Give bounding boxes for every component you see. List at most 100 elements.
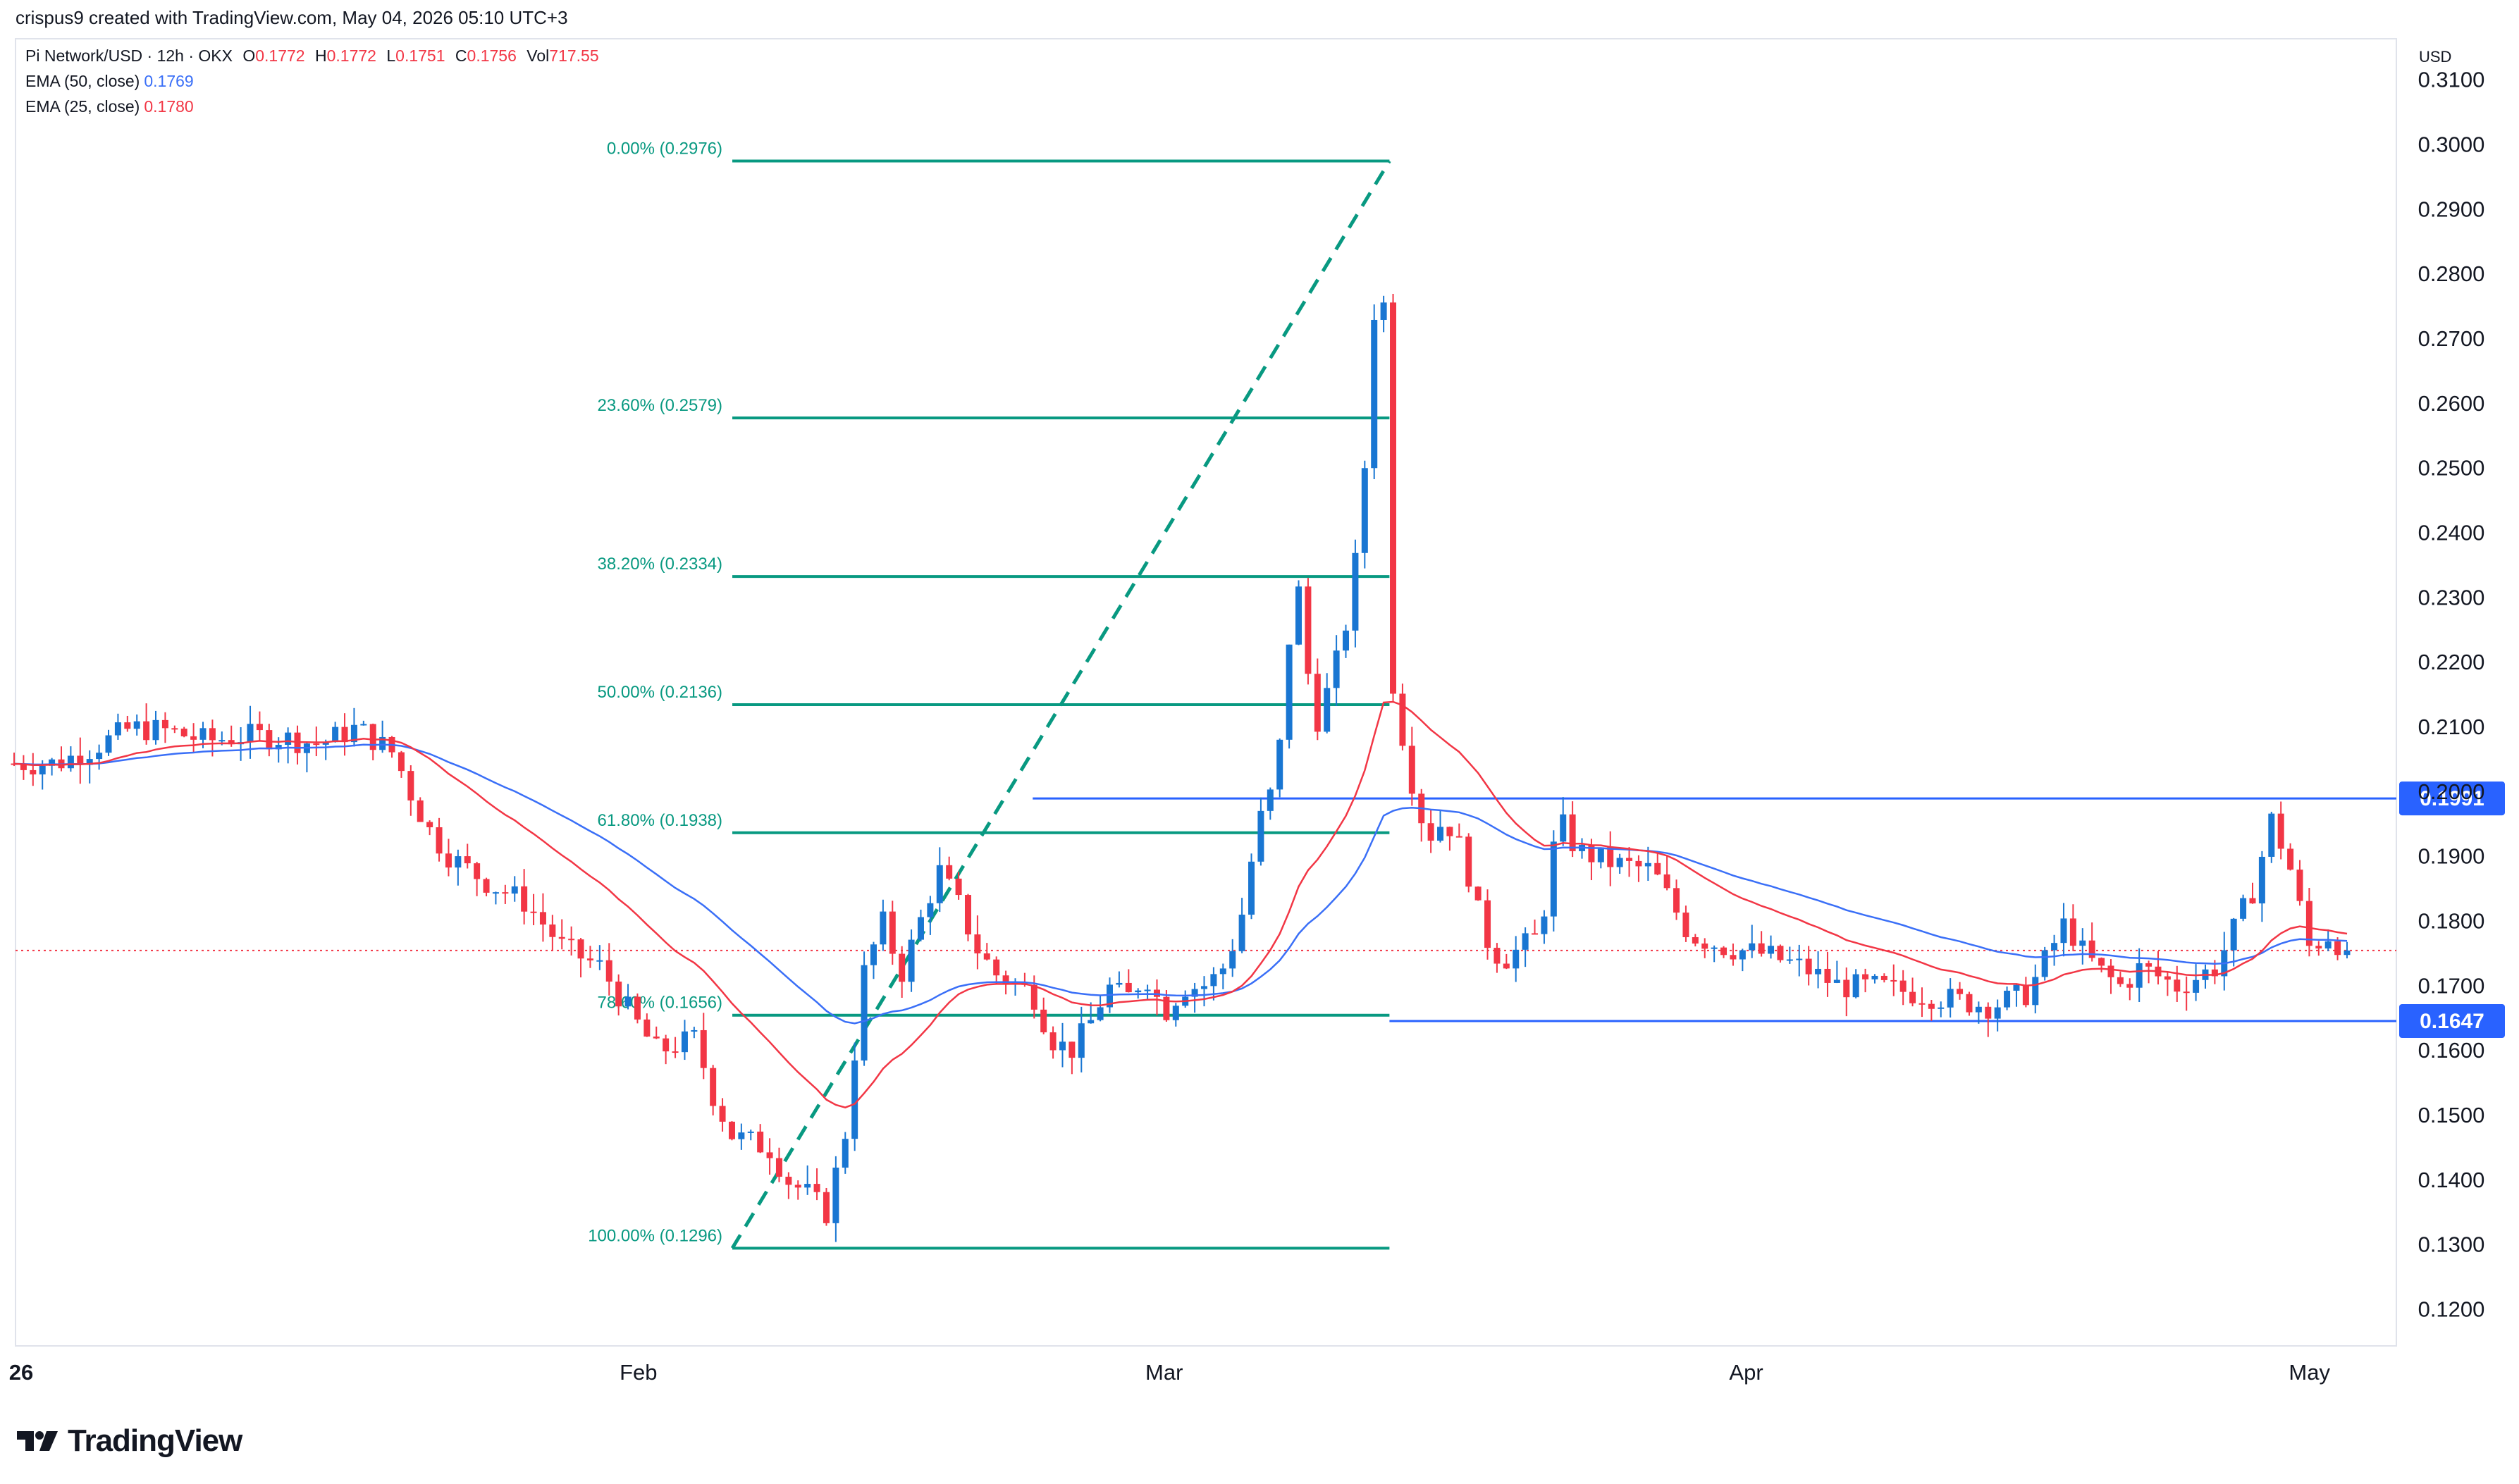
candle [615, 974, 622, 1016]
candle [1257, 797, 1264, 866]
candle [1219, 963, 1226, 989]
candle-body [218, 740, 226, 742]
price-tick-label: 0.2900 [2418, 197, 2485, 221]
candle [813, 1168, 820, 1201]
candle [586, 946, 593, 968]
candle-body [1116, 982, 1123, 985]
candle [908, 929, 915, 992]
candle [719, 1098, 726, 1132]
candle-body [2287, 848, 2294, 870]
candle-body [653, 1037, 660, 1039]
candle-body [1295, 586, 1302, 645]
candle [880, 899, 887, 951]
candle-body [96, 753, 103, 760]
candle-body [1286, 644, 1293, 740]
candle [124, 715, 131, 732]
candle-body [974, 934, 981, 954]
candle [464, 843, 471, 869]
candle-body [1513, 949, 1520, 969]
symbol-title[interactable]: Pi Network/USD · 12h · OKX [25, 47, 233, 65]
candle-body [2088, 940, 2095, 958]
candle-body [1957, 989, 1964, 994]
fib-trend-line [730, 160, 1391, 1249]
candle [1437, 810, 1444, 843]
candle-body [738, 1132, 745, 1139]
candle-body [180, 729, 187, 736]
candle-body [228, 740, 235, 745]
candle-body [1324, 688, 1331, 732]
candle-body [757, 1131, 764, 1153]
candle [77, 737, 84, 784]
candle [511, 876, 518, 902]
candle-body [1522, 933, 1529, 950]
candle-body [899, 953, 906, 982]
candle-body [152, 719, 159, 741]
candle-body [285, 732, 292, 746]
candle-body [1644, 862, 1651, 867]
candle [2088, 922, 2095, 962]
tradingview-logo: TradingView [16, 1423, 242, 1459]
candle-body [804, 1184, 811, 1188]
ema50-line [13, 743, 2348, 1025]
candle [1928, 1000, 1935, 1021]
candle [1616, 853, 1623, 874]
candle [67, 746, 74, 772]
candle-body [1493, 948, 1501, 964]
candle-body [2041, 950, 2048, 977]
candle-body [983, 953, 990, 960]
candle-body [1040, 1009, 1047, 1033]
candle-body [2117, 977, 2124, 984]
candle [1607, 831, 1614, 886]
candle [1654, 851, 1661, 876]
low-label: L [386, 47, 396, 65]
level-price-label: 0.1991 [2420, 787, 2484, 810]
candle-body [681, 1031, 688, 1053]
candlestick-series [11, 293, 2351, 1242]
candle [974, 915, 981, 970]
candle-body [832, 1168, 839, 1223]
candle [577, 938, 584, 978]
candle-body [2183, 991, 2190, 994]
candle-body [1229, 951, 1236, 969]
candle-body [436, 827, 443, 854]
candle [1295, 580, 1302, 645]
level-price-tag [2399, 781, 2505, 816]
candle [842, 1132, 849, 1174]
candle-body [2344, 950, 2351, 956]
currency-badge[interactable]: USD [2419, 48, 2452, 66]
candle-body [105, 735, 112, 753]
candle-body [455, 856, 462, 868]
ema25-legend[interactable]: EMA (25, close) 0.1780 [25, 97, 194, 116]
candle [1371, 304, 1378, 480]
candle [1692, 934, 1699, 947]
candle [851, 1042, 858, 1151]
candle-body [766, 1152, 773, 1158]
candle [294, 725, 301, 765]
candle-body [2098, 958, 2105, 966]
time-tick-label: Feb [620, 1360, 657, 1385]
candle-body [1786, 959, 1793, 961]
candle [1503, 953, 1510, 970]
candle [266, 724, 273, 757]
candle-body [2004, 990, 2011, 1008]
candle-body [445, 853, 452, 868]
candle-body [1994, 1007, 2001, 1019]
candle [1815, 951, 1822, 989]
candle-body [993, 959, 1000, 976]
candle-body [2145, 963, 2152, 967]
fib-level-label: 50.00% (0.2136) [598, 683, 722, 702]
candle-body [1682, 913, 1689, 937]
candle-body [1720, 947, 1727, 956]
candle [775, 1147, 782, 1182]
candle [2305, 888, 2312, 957]
candle [445, 839, 452, 877]
candle [133, 714, 140, 736]
candle [171, 725, 178, 734]
candle-body [161, 719, 168, 729]
price-tick-label: 0.2200 [2418, 650, 2485, 674]
ema50-legend[interactable]: EMA (50, close) 0.1769 [25, 72, 194, 91]
candle [1418, 789, 1425, 842]
candle-body [643, 1019, 651, 1037]
candle [653, 1026, 660, 1039]
